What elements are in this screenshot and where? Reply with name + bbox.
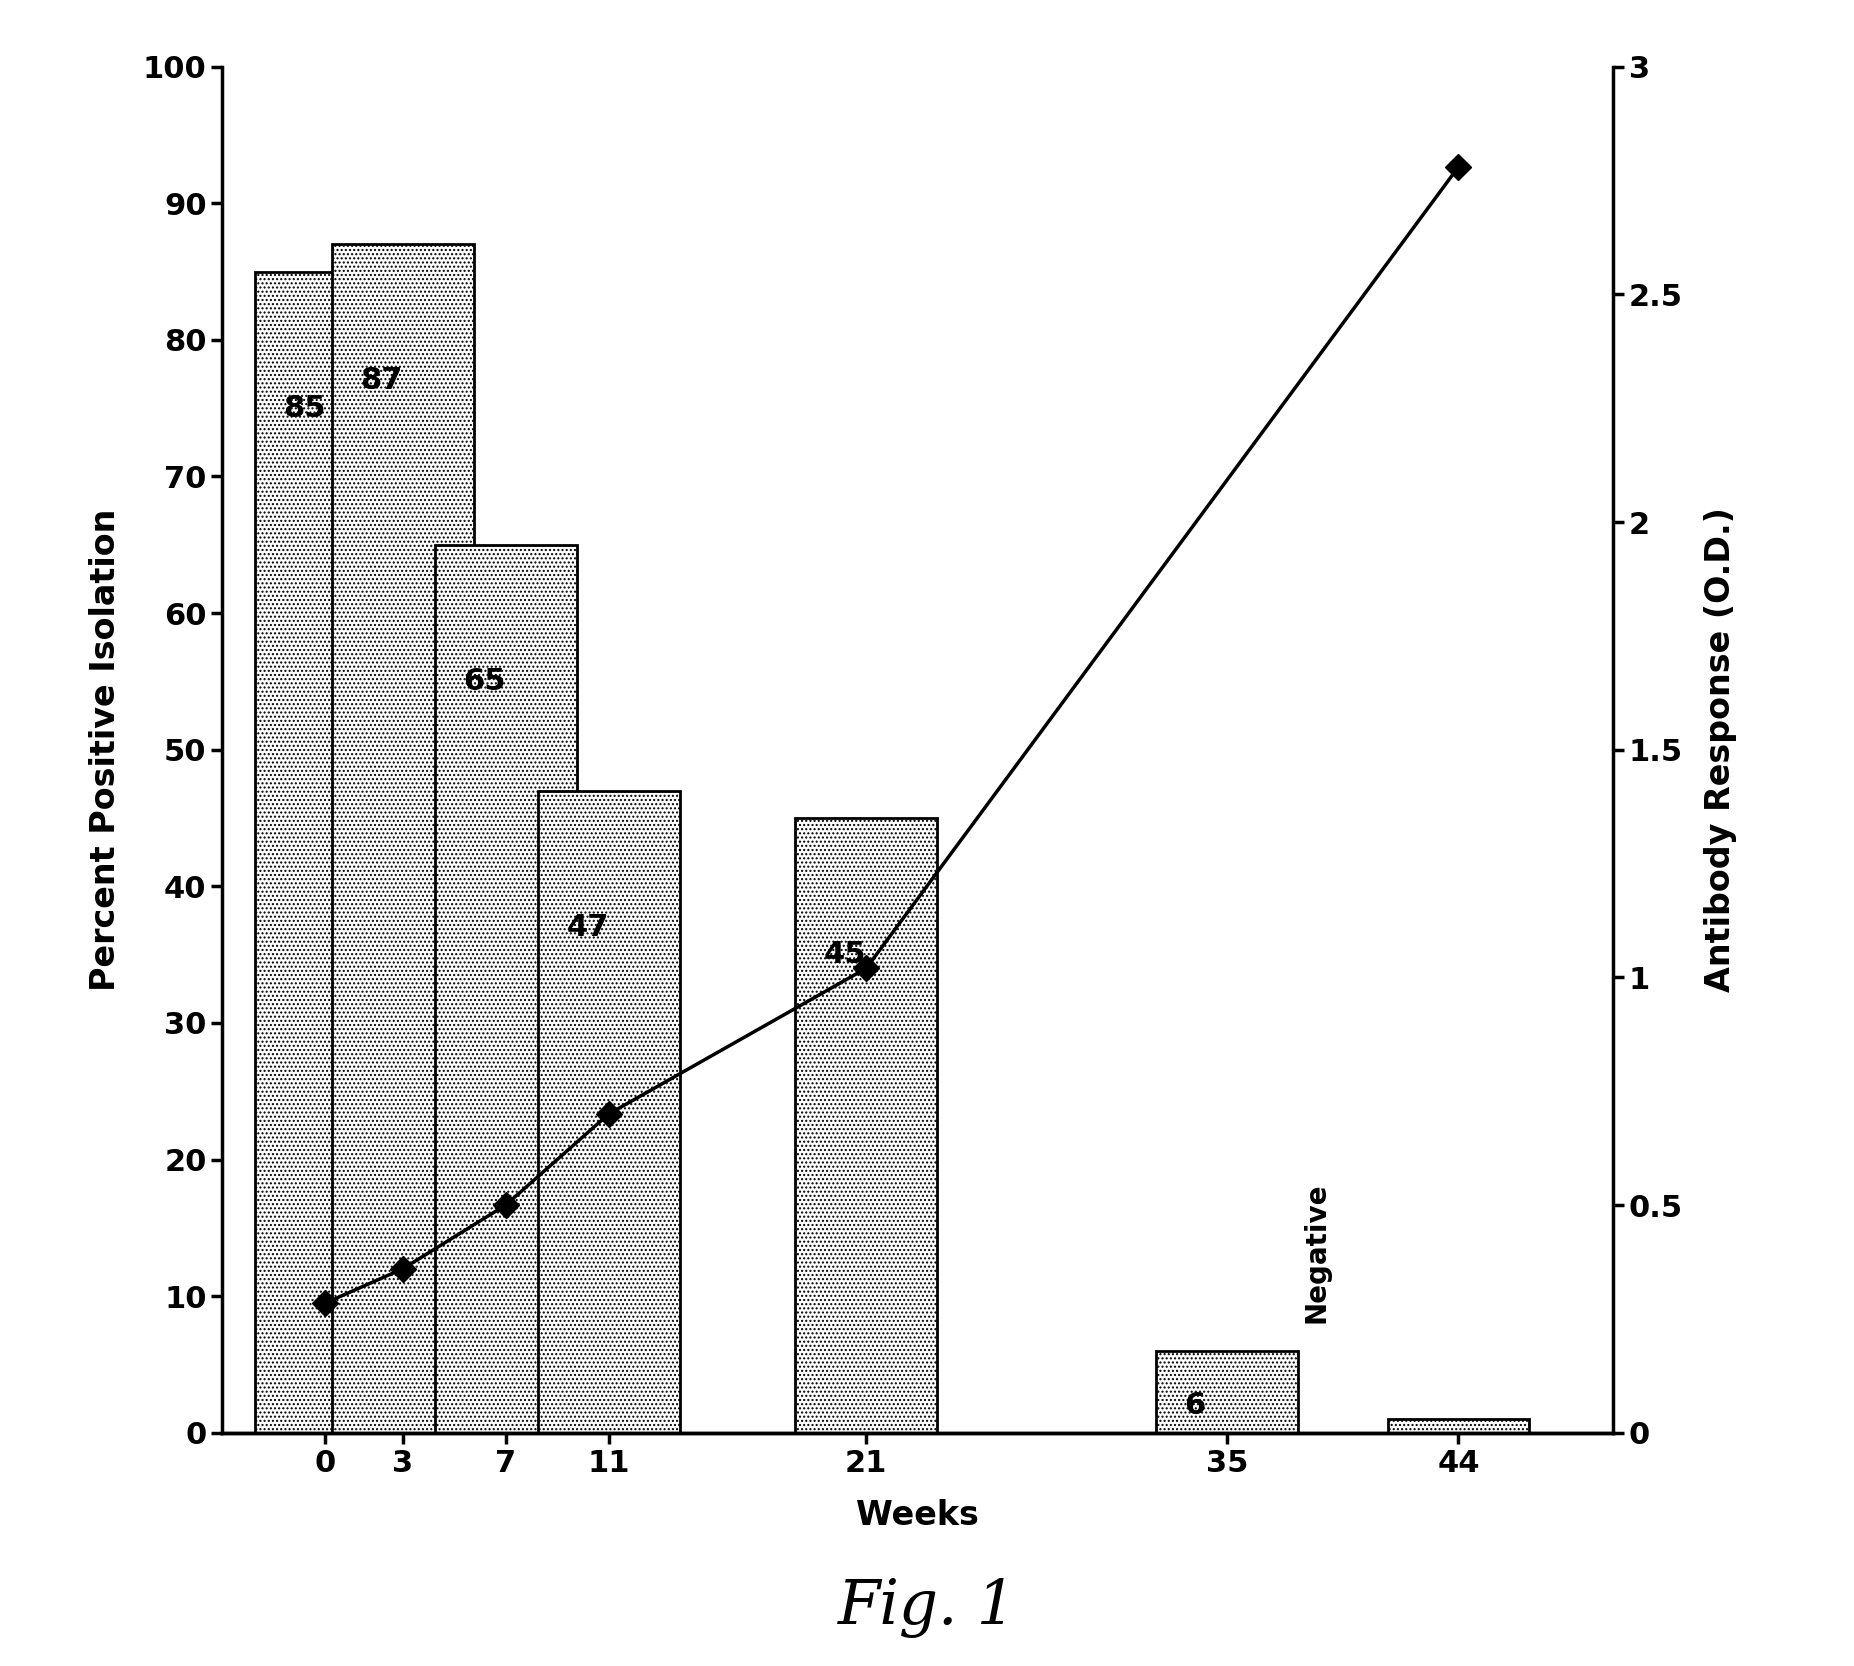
- Text: Negative: Negative: [1303, 1183, 1331, 1323]
- Bar: [795, 818, 936, 1433]
- Text: 47: 47: [565, 913, 608, 941]
- Bar: [1155, 1351, 1298, 1433]
- Bar: [254, 272, 397, 1433]
- Text: 87: 87: [360, 367, 402, 395]
- Bar: [538, 791, 680, 1433]
- Bar: [1387, 1419, 1530, 1433]
- Bar: [436, 545, 577, 1433]
- Text: 85: 85: [284, 393, 326, 423]
- Text: 65: 65: [464, 666, 506, 696]
- Y-axis label: Antibody Response (O.D.): Antibody Response (O.D.): [1704, 506, 1737, 993]
- X-axis label: Weeks: Weeks: [857, 1498, 979, 1531]
- Y-axis label: Percent Positive Isolation: Percent Positive Isolation: [89, 508, 122, 991]
- Bar: [332, 245, 473, 1433]
- Text: 6: 6: [1185, 1391, 1205, 1419]
- Text: 45: 45: [823, 940, 866, 970]
- Text: Fig. 1: Fig. 1: [838, 1578, 1016, 1638]
